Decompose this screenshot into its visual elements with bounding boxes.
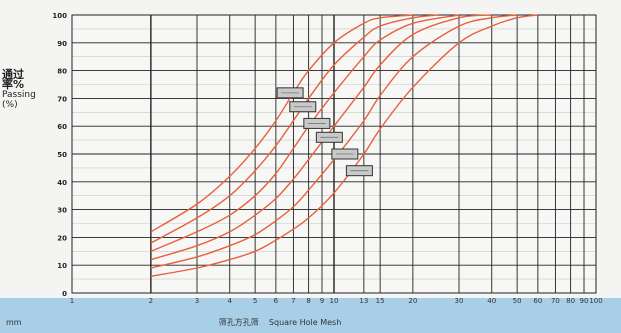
y-tick-label: 50 <box>57 151 67 159</box>
x-tick-label: 15 <box>376 297 385 305</box>
x-tick-label: 80 <box>566 297 575 305</box>
x-tick-label: 6 <box>274 297 279 305</box>
y-axis-label-cn: 通过率% <box>2 68 25 91</box>
x-tick-label: 2 <box>149 297 153 305</box>
x-tick-label: 4 <box>228 297 233 305</box>
y-axis-label: 通过率% Passing (%) <box>2 68 36 110</box>
y-tick-label: 40 <box>57 179 67 187</box>
x-tick-label: 20 <box>408 297 417 305</box>
y-tick-label: 10 <box>57 262 67 270</box>
footer-band <box>0 298 621 333</box>
y-tick-label: 0 <box>62 290 67 298</box>
series-line-6 <box>150 14 538 277</box>
x-tick-label: 70 <box>551 297 560 305</box>
x-axis-label-cn: 筛孔方孔筛 <box>218 318 259 327</box>
x-tick-label: 5 <box>253 297 257 305</box>
y-tick-label: 30 <box>57 207 67 215</box>
y-tick-label: 80 <box>57 68 67 76</box>
x-tick-label: 8 <box>306 297 310 305</box>
x-axis-label: 筛孔方孔筛 Square Hole Mesh <box>150 317 410 328</box>
y-tick-label: 70 <box>57 95 67 103</box>
y-tick-label: 100 <box>52 12 67 20</box>
x-tick-label: 60 <box>533 297 542 305</box>
x-axis-label-en: Square Hole Mesh <box>268 318 342 327</box>
x-tick-label: 13 <box>359 297 368 305</box>
x-tick-label: 30 <box>455 297 464 305</box>
x-tick-label: 3 <box>195 297 199 305</box>
series-line-4 <box>150 14 492 261</box>
unit-label: mm <box>6 318 22 327</box>
x-tick-label: 40 <box>487 297 496 305</box>
x-tick-label: 1 <box>70 297 74 305</box>
y-axis-label-en: Passing (%) <box>2 90 36 110</box>
series-line-3 <box>150 14 460 252</box>
x-tick-label: 10 <box>330 297 339 305</box>
x-tick-label: 90 <box>580 297 589 305</box>
x-tick-label: 9 <box>320 297 324 305</box>
y-tick-label: 60 <box>57 123 67 131</box>
y-tick-label: 90 <box>57 40 67 48</box>
y-tick-label: 20 <box>57 234 67 242</box>
series-line-5 <box>150 14 518 269</box>
x-tick-label: 100 <box>589 297 602 305</box>
x-tick-label: 7 <box>291 297 295 305</box>
x-tick-label: 50 <box>513 297 522 305</box>
